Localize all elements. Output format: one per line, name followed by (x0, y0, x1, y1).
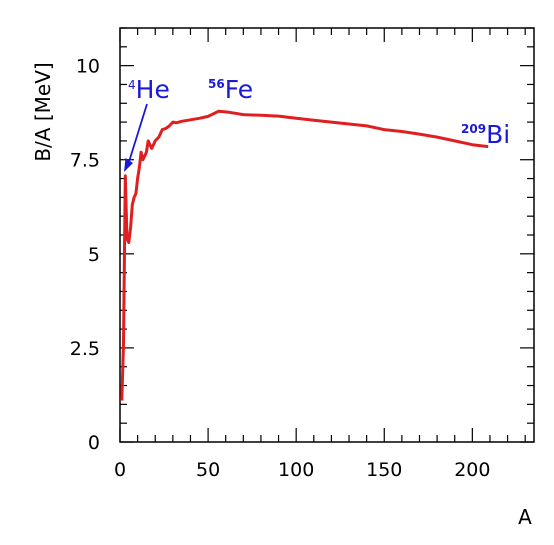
x-tick-label: 150 (366, 459, 402, 481)
y-tick-label: 2.5 (70, 338, 100, 360)
x-tick-label: 100 (278, 459, 314, 481)
axis-ticks (119, 27, 534, 443)
annotation-fe-symbol: Fe (225, 75, 253, 104)
x-tick-label: 200 (454, 459, 490, 481)
annotation-bi-symbol: Bi (486, 120, 510, 149)
x-tick-label: 0 (114, 459, 126, 481)
x-axis-title: A (518, 505, 532, 529)
annotation-he-mass: 4 (128, 78, 136, 92)
annotation-fe-mass: 56 (208, 77, 225, 91)
y-tick-label: 7.5 (70, 150, 100, 172)
plot-frame (119, 27, 535, 443)
y-tick-label: 10 (76, 56, 100, 78)
y-axis-title: B/A [MeV] (31, 62, 55, 161)
y-tick-label: 5 (88, 244, 100, 266)
annotation-bi: 209Bi (461, 120, 510, 149)
x-tick-label: 50 (196, 459, 220, 481)
annotation-fe: 56Fe (208, 75, 253, 104)
annotation-he-symbol: He (136, 75, 170, 104)
binding-energy-line (120, 109, 489, 401)
y-tick-label: 0 (88, 432, 100, 454)
annotation-he: 4He (128, 75, 170, 104)
axis-tick-labels: 0 50 100 150 200 0 2.5 5 7.5 10 (70, 56, 491, 481)
annotation-bi-mass: 209 (461, 122, 486, 136)
helium-arrow (124, 103, 148, 172)
